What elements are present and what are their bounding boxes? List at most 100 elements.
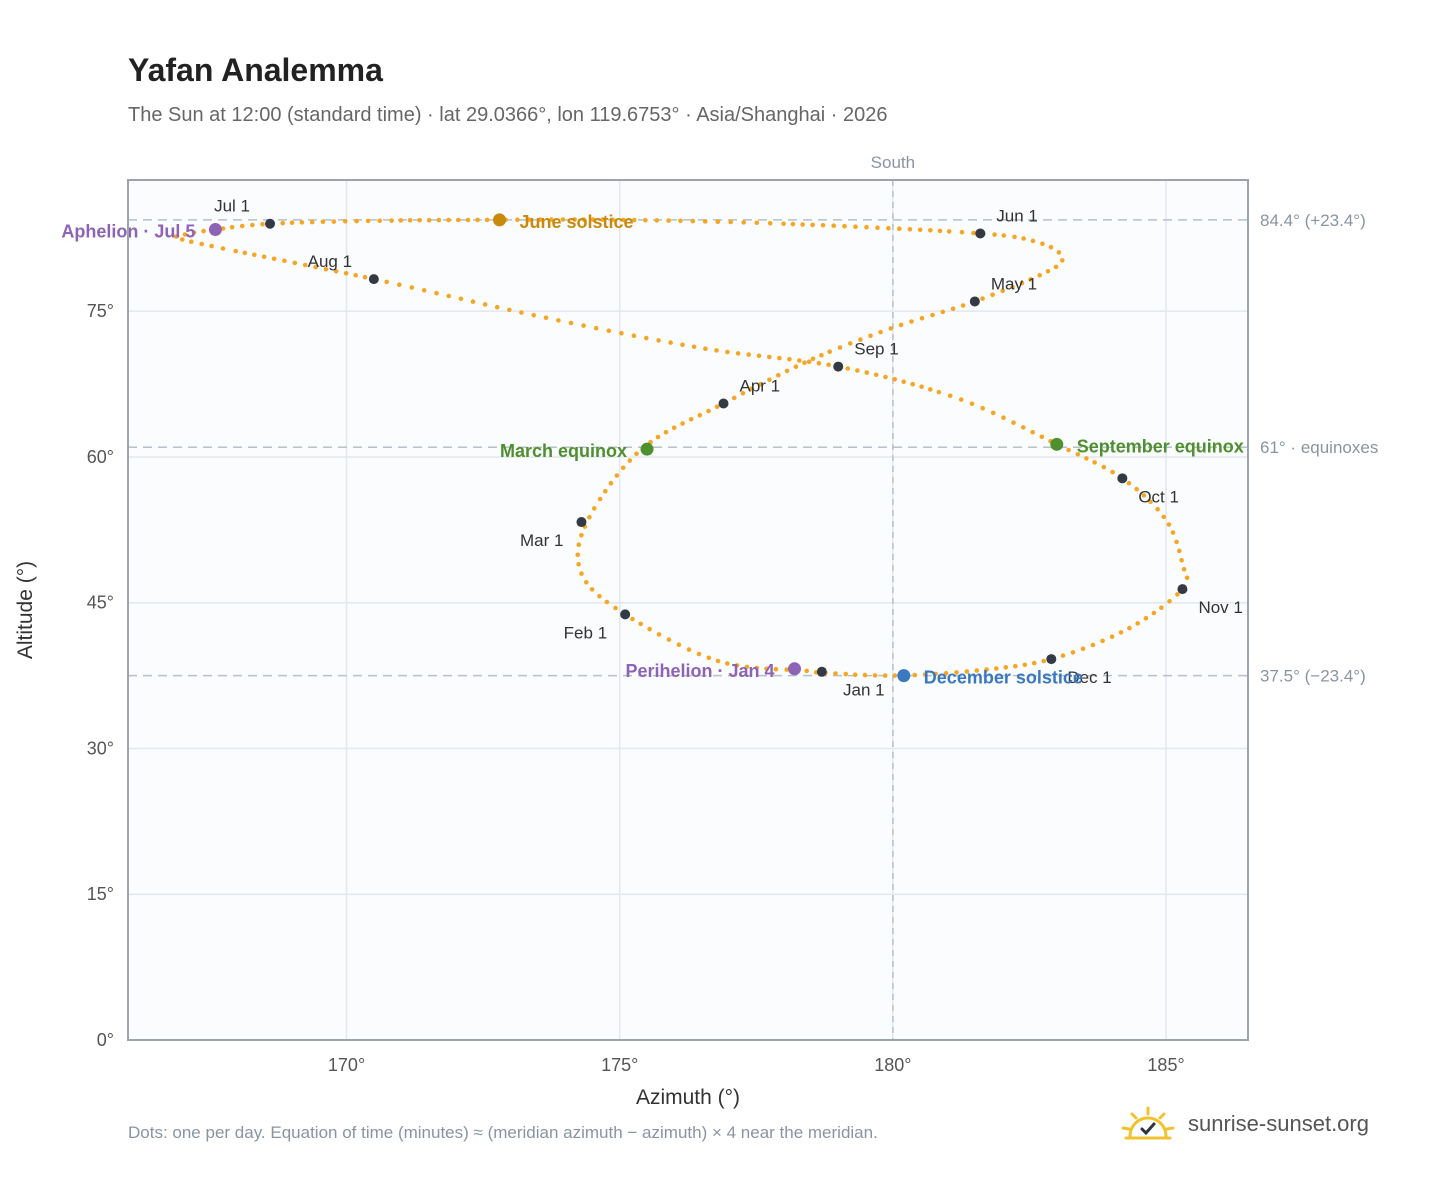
day-dot <box>543 315 549 321</box>
day-dot <box>239 223 245 229</box>
day-dot <box>1048 244 1054 250</box>
day-dot <box>947 393 953 399</box>
day-dot <box>663 429 669 435</box>
day-dot <box>802 360 807 366</box>
day-dot <box>853 224 858 229</box>
day-dot <box>873 372 879 378</box>
day-dot <box>858 337 863 342</box>
day-dot <box>1167 599 1172 604</box>
day-dot <box>756 353 762 359</box>
event-label: September equinox <box>1077 436 1244 456</box>
day-dot <box>767 354 772 360</box>
day-dot <box>465 217 471 223</box>
day-dot <box>1100 638 1105 644</box>
day-dot <box>302 262 308 268</box>
day-dot <box>680 421 685 426</box>
day-dot <box>1075 452 1081 457</box>
day-dot <box>343 271 349 276</box>
day-dot <box>878 329 883 335</box>
day-dot <box>1053 264 1059 270</box>
day-dot <box>946 229 952 234</box>
day-dot <box>764 666 769 671</box>
day-dot <box>1084 456 1089 461</box>
reference-line-label: 61° · equinoxes <box>1260 438 1378 457</box>
day-dot <box>250 222 255 228</box>
ticks: 170° 175° 180° 185° 0° 15° 30° 45° 60° 75° <box>87 301 1185 1075</box>
day-dot <box>1101 464 1107 470</box>
month-label: Jan 1 <box>843 681 885 700</box>
day-dot <box>191 230 197 235</box>
month-label: Aug 1 <box>308 252 352 271</box>
day-dot <box>656 632 662 637</box>
day-dot <box>1039 434 1045 440</box>
day-dot <box>831 223 836 228</box>
day-dot <box>758 381 763 387</box>
day-dot <box>568 320 574 326</box>
day-dot <box>706 655 712 661</box>
day-dot <box>182 232 188 237</box>
reference-lines: South 84.4° (+23.4°) 61° · equinoxes 37.5° … <box>128 153 1378 1040</box>
footnote: Dots: one per day. Equation of time (min… <box>128 1123 878 1142</box>
brand-name[interactable]: sunrise-sunset.org <box>1188 1111 1369 1136</box>
day-dot <box>556 318 561 323</box>
day-dot <box>1030 429 1035 435</box>
day-dot <box>864 370 870 375</box>
day-dot <box>936 389 942 395</box>
day-dot <box>613 605 618 611</box>
day-dot <box>888 326 894 331</box>
day-dot <box>1080 646 1086 652</box>
day-dot <box>353 273 359 278</box>
day-dot <box>886 225 891 231</box>
day-dot <box>697 412 703 418</box>
day-dot <box>377 218 383 223</box>
day-dot <box>847 341 853 346</box>
day-dot <box>882 673 888 678</box>
day-dot <box>342 219 348 224</box>
day-dot <box>969 401 975 407</box>
day-dot <box>688 417 694 422</box>
y-tick-label: 60° <box>87 447 114 467</box>
plot-border <box>127 179 1249 1041</box>
day-dot <box>643 217 648 223</box>
day-dot <box>470 299 476 304</box>
day-dot <box>666 637 672 642</box>
day-dot <box>845 366 851 371</box>
day-dot <box>680 342 685 348</box>
day-dot <box>933 671 938 677</box>
month-marker <box>368 274 379 285</box>
day-dot <box>1030 238 1036 244</box>
day-dot <box>773 666 779 672</box>
event-label: December solstice <box>924 668 1083 688</box>
day-dot <box>930 312 935 318</box>
day-dot <box>282 258 287 264</box>
day-dot <box>725 661 730 666</box>
day-dot <box>816 360 822 366</box>
reference-line-label: 37.5° (−23.4°) <box>1260 667 1366 686</box>
day-dot <box>1060 258 1065 263</box>
day-dot <box>741 220 746 225</box>
event-marker <box>1050 437 1064 451</box>
event-label: March equinox <box>500 441 627 461</box>
reference-line-label: 84.4° (+23.4°) <box>1260 211 1366 230</box>
plot-area <box>128 180 1248 1040</box>
day-dot <box>252 252 257 258</box>
brand-logo[interactable]: sunrise-sunset.org <box>1120 1102 1369 1146</box>
day-dot <box>458 296 464 302</box>
day-dot <box>434 290 439 296</box>
day-dot <box>1179 557 1184 563</box>
day-dot <box>990 410 996 416</box>
day-dot <box>883 374 888 380</box>
day-dot <box>362 274 368 280</box>
day-dot <box>620 465 626 471</box>
day-dot <box>843 671 849 677</box>
day-dot <box>754 665 760 671</box>
day-dot <box>354 218 359 224</box>
day-dot <box>271 256 277 262</box>
month-label: Nov 1 <box>1198 598 1242 617</box>
day-dot <box>631 333 637 339</box>
month-marker <box>833 361 844 372</box>
y-tick-label: 30° <box>87 738 114 758</box>
day-dot <box>1135 621 1140 626</box>
day-dot <box>560 217 566 222</box>
day-dot <box>365 218 371 224</box>
